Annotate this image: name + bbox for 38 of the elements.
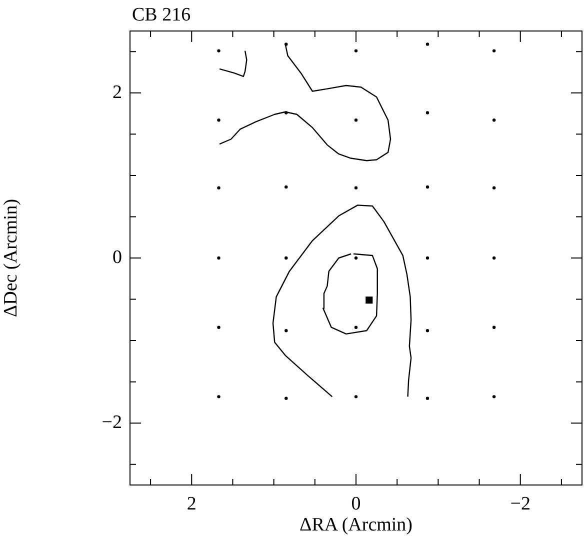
point [426, 42, 430, 46]
point [354, 49, 358, 52]
point [284, 256, 288, 260]
point [217, 118, 220, 122]
point [492, 186, 496, 190]
point [426, 329, 430, 332]
point [492, 395, 496, 398]
point [284, 396, 288, 400]
x-tick-label: 0 [351, 493, 361, 514]
point [284, 185, 288, 189]
point [354, 256, 358, 260]
point [354, 395, 358, 398]
point [217, 395, 220, 398]
point [284, 329, 288, 332]
y-tick-label: 0 [112, 246, 122, 268]
point [217, 186, 220, 190]
point [426, 396, 430, 400]
x-tick-label: −2 [510, 493, 530, 514]
point [217, 326, 220, 329]
point [492, 49, 496, 52]
point [354, 326, 358, 329]
y-axis-title: ΔDec (Arcmin) [0, 198, 22, 318]
point [426, 256, 430, 260]
point [492, 118, 496, 122]
point [426, 111, 430, 114]
point [366, 296, 373, 304]
point [217, 49, 220, 52]
chart-title: CB 216 [132, 4, 191, 26]
point [217, 256, 220, 260]
point [492, 326, 496, 329]
point [426, 185, 430, 189]
y-tick-label: −2 [102, 412, 122, 434]
x-tick-label: 2 [186, 493, 196, 514]
y-tick-label: 2 [112, 82, 122, 103]
point [492, 256, 496, 260]
point [354, 118, 358, 122]
point [354, 186, 358, 190]
x-axis-title: ΔRA (Arcmin) [299, 514, 413, 536]
